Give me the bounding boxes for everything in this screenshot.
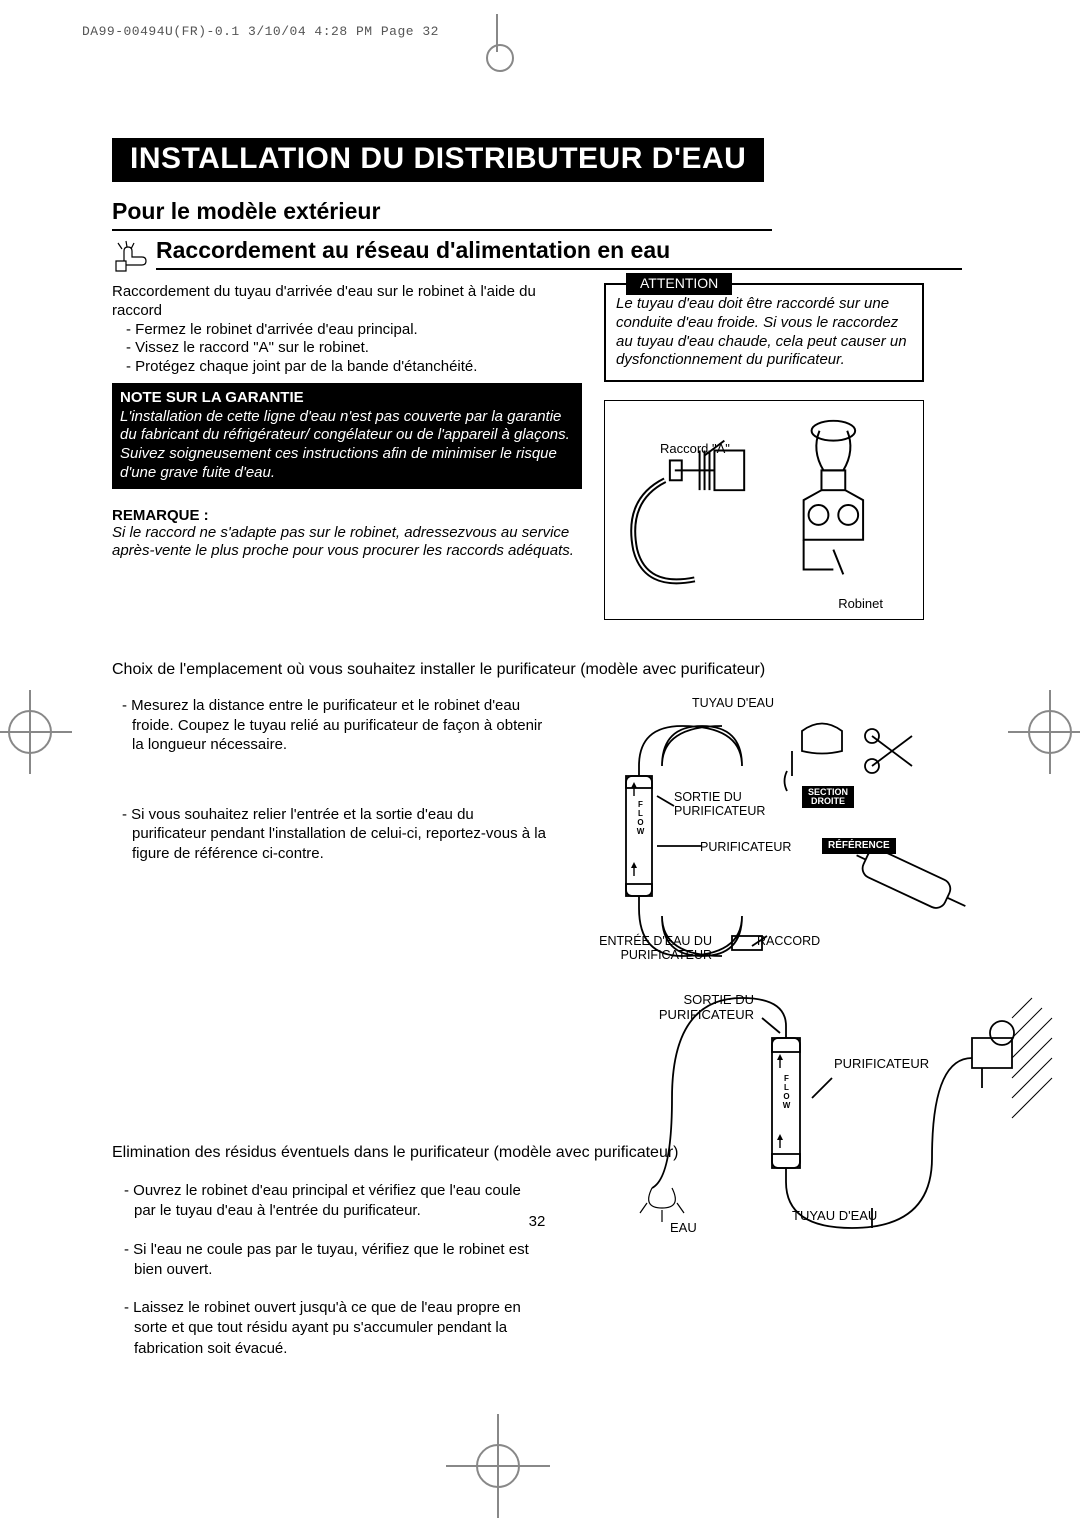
diagram-label: PURIFICATEUR bbox=[700, 840, 791, 854]
flow-label: FLOW bbox=[636, 800, 644, 836]
warranty-body: L'installation de cette ligne d'eau n'es… bbox=[120, 408, 570, 481]
list-item: - Protégez chaque joint par de la bande … bbox=[126, 358, 582, 377]
section1-bullets: - Fermez le robinet d'arrivée d'eau prin… bbox=[112, 321, 582, 377]
diagram-faucet: Raccord "A" Robinet bbox=[604, 400, 924, 620]
diagram-label-raccord: Raccord "A" bbox=[660, 441, 730, 456]
subtitle: Pour le modèle extérieur bbox=[112, 198, 772, 231]
remarque-title: REMARQUE : bbox=[112, 507, 582, 524]
diagram-label-robinet: Robinet bbox=[838, 596, 883, 611]
badge-reference: RÉFÉRENCE bbox=[822, 838, 896, 854]
remarque-body: Si le raccord ne s'adapte pas sur le rob… bbox=[112, 524, 582, 562]
section1-left: Raccordement du tuyau d'arrivée d'eau su… bbox=[112, 283, 582, 620]
section3-bullet: - Laissez le robinet ouvert jusqu'à ce q… bbox=[112, 1298, 542, 1359]
crop-mark-bottom bbox=[476, 1444, 520, 1488]
warranty-title: NOTE SUR LA GARANTIE bbox=[120, 389, 574, 408]
diagram-label: ENTRÉE D'EAU DU PURIFICATEUR bbox=[572, 934, 712, 962]
diagram-label: SORTIE DU PURIFICATEUR bbox=[634, 992, 754, 1022]
page-number: 32 bbox=[112, 1213, 962, 1230]
diagram-label: PURIFICATEUR bbox=[834, 1056, 914, 1071]
crop-mark-top bbox=[486, 14, 510, 52]
pointing-hand-icon bbox=[112, 237, 152, 277]
flow-label: FLOW bbox=[782, 1074, 790, 1110]
attention-body: Le tuyau d'eau doit être raccordé sur un… bbox=[616, 295, 907, 368]
page-title: INSTALLATION DU DISTRIBUTEUR D'EAU bbox=[112, 138, 764, 182]
attention-box: ATTENTION Le tuyau d'eau doit être racco… bbox=[604, 283, 924, 382]
doc-header-info: DA99-00494U(FR)-0.1 3/10/04 4:28 PM Page… bbox=[82, 24, 439, 39]
badge-section-droite: SECTION DROITE bbox=[802, 786, 854, 808]
content-area: INSTALLATION DU DISTRIBUTEUR D'EAU Pour … bbox=[112, 138, 962, 1359]
section1-intro: Raccordement du tuyau d'arrivée d'eau su… bbox=[112, 283, 582, 321]
list-item: - Vissez le raccord "A" sur le robinet. bbox=[126, 339, 582, 358]
page: DA99-00494U(FR)-0.1 3/10/04 4:28 PM Page… bbox=[0, 0, 1080, 1528]
diagram-label: RACCORD bbox=[757, 934, 820, 948]
diagram-purifier-placement: TUYAU D'EAU SORTIE DU PURIFICATEUR PURIF… bbox=[612, 696, 1072, 976]
section2-bullet: - Si vous souhaitez relier l'entrée et l… bbox=[112, 805, 552, 864]
section1-row: Raccordement au réseau d'alimentation en… bbox=[112, 237, 962, 277]
section2-bullet: - Mesurez la distance entre le purificat… bbox=[112, 696, 552, 755]
section1-right: ATTENTION Le tuyau d'eau doit être racco… bbox=[604, 283, 924, 620]
diagram-label: SORTIE DU PURIFICATEUR bbox=[674, 790, 784, 818]
section3-bullet: - Si l'eau ne coule pas par le tuyau, vé… bbox=[112, 1240, 542, 1281]
section2-heading: Choix de l'emplacement où vous souhaitez… bbox=[112, 660, 962, 680]
attention-label: ATTENTION bbox=[626, 273, 732, 295]
diagram-label: TUYAU D'EAU bbox=[692, 696, 774, 710]
section1-columns: Raccordement du tuyau d'arrivée d'eau su… bbox=[112, 283, 962, 620]
section1-heading: Raccordement au réseau d'alimentation en… bbox=[156, 237, 962, 270]
list-item: - Fermez le robinet d'arrivée d'eau prin… bbox=[126, 321, 582, 340]
crop-mark-left bbox=[8, 710, 52, 754]
warranty-note-box: NOTE SUR LA GARANTIE L'installation de c… bbox=[112, 383, 582, 489]
